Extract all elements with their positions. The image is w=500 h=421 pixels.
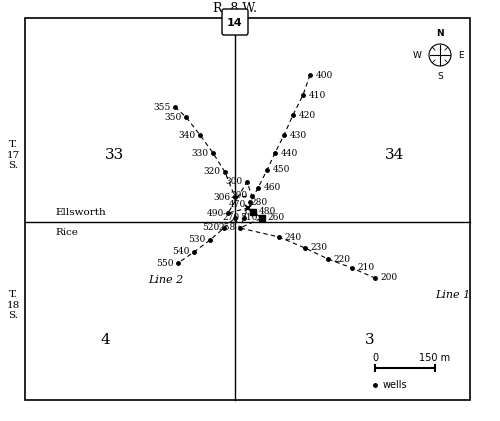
Text: 530: 530 [188,235,206,245]
Text: N: N [436,29,444,38]
Text: 300: 300 [226,178,243,187]
Text: 200: 200 [380,274,398,282]
Text: 350: 350 [164,112,182,122]
Text: 270: 270 [222,213,240,223]
Text: 210: 210 [358,264,374,272]
Text: 440: 440 [280,149,298,157]
Text: 290: 290 [230,192,248,200]
Text: 260: 260 [268,213,284,223]
Text: R. 8 W.: R. 8 W. [213,2,257,14]
Text: 340: 340 [178,131,196,139]
Text: 14: 14 [227,18,243,28]
Text: S: S [437,72,443,81]
Text: 150 m: 150 m [420,353,450,363]
Text: T.
17
S.: T. 17 S. [6,140,20,170]
Text: 220: 220 [334,255,350,264]
Text: wells: wells [383,380,407,390]
Text: Line 1: Line 1 [435,290,470,300]
Text: 4: 4 [100,333,110,347]
Text: 430: 430 [290,131,306,139]
Text: 510: 510 [240,213,258,223]
Text: 420: 420 [298,110,316,120]
Bar [25,18,470,400]
Text: 520: 520 [202,224,220,232]
Text: 450: 450 [272,165,290,174]
Text: 306: 306 [214,192,231,202]
Text: 33: 33 [106,148,124,162]
Text: T.
18
S.: T. 18 S. [6,290,20,320]
Text: E: E [458,51,464,59]
Text: W: W [413,51,422,59]
Circle shape [429,44,451,66]
Text: 480: 480 [258,208,276,216]
Text: 470: 470 [228,200,246,209]
Text: 330: 330 [192,149,209,157]
Text: 355: 355 [154,102,171,112]
Text: 410: 410 [308,91,326,99]
Text: 240: 240 [284,232,302,242]
Text: 230: 230 [310,243,328,253]
Text: 460: 460 [264,184,281,192]
Text: 258: 258 [218,224,236,232]
Text: Ellsworth: Ellsworth [55,208,106,217]
Text: 280: 280 [251,198,268,207]
Text: 320: 320 [204,168,221,176]
Text: Line 2: Line 2 [148,275,183,285]
Text: 3: 3 [365,333,375,347]
Text: 0: 0 [372,353,378,363]
Text: 490: 490 [206,208,224,218]
Text: 540: 540 [172,248,190,256]
Text: 34: 34 [386,148,404,162]
FancyBboxPatch shape [222,9,248,35]
Text: 550: 550 [156,258,174,267]
Text: 400: 400 [316,70,333,80]
Text: Rice: Rice [55,228,78,237]
